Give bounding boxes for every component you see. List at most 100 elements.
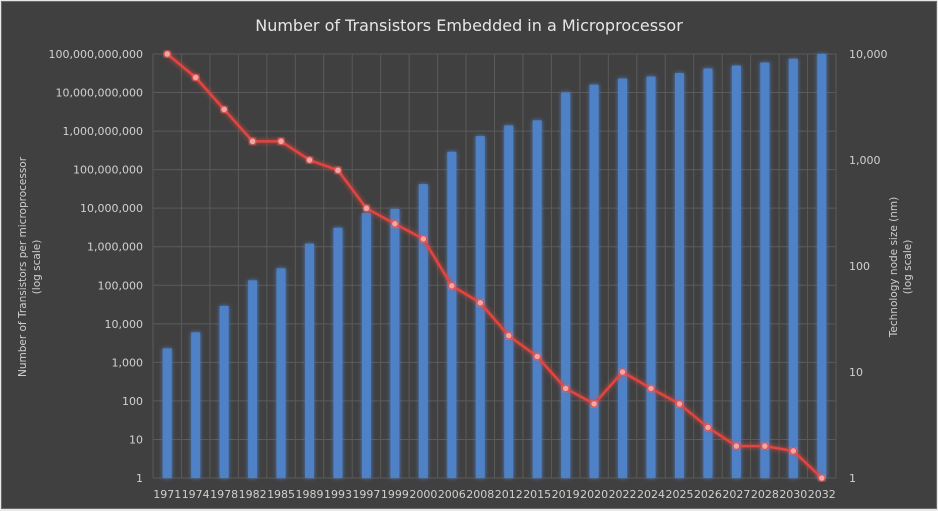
bar xyxy=(162,348,172,478)
left-axis-tick-label: 10,000 xyxy=(105,318,144,331)
bar-series xyxy=(162,54,827,479)
line-point xyxy=(789,447,797,455)
bar xyxy=(532,120,542,478)
line-point xyxy=(277,137,285,145)
left-axis-tick-label: 1,000,000,000 xyxy=(63,125,143,138)
right-axis-ticks: 1 10 100 1,000 10,000 xyxy=(849,48,888,485)
line-point xyxy=(533,352,541,361)
bar xyxy=(333,227,343,478)
line-point xyxy=(192,73,200,82)
line-point xyxy=(562,384,570,393)
right-axis-tick-label: 1,000 xyxy=(849,154,881,167)
line-point xyxy=(590,400,598,408)
x-axis-tick-label: 1974 xyxy=(182,488,210,501)
x-axis-tick-label: 2024 xyxy=(637,488,665,501)
x-axis-tick-label: 1997 xyxy=(352,488,380,501)
line-point xyxy=(704,423,712,432)
left-axis-tick-label: 100 xyxy=(122,395,143,408)
line-point xyxy=(761,442,769,450)
right-axis-tick-label: 100 xyxy=(849,260,870,273)
line-point xyxy=(818,474,826,482)
left-axis-tick-label: 100,000,000 xyxy=(73,164,143,177)
x-axis-tick-label: 2025 xyxy=(665,488,693,501)
line-point xyxy=(675,400,684,408)
bar xyxy=(248,280,258,478)
line-point xyxy=(334,166,342,174)
x-axis-tick-label: 2032 xyxy=(808,488,836,501)
chart-title: Number of Transistors Embedded in a Micr… xyxy=(255,16,683,35)
line-point xyxy=(419,235,427,243)
bar xyxy=(646,76,656,479)
bar xyxy=(219,305,229,478)
bar xyxy=(760,62,770,478)
left-axis-tick-label: 1,000,000 xyxy=(87,241,143,254)
x-axis-tick-label: 1985 xyxy=(267,488,295,501)
x-axis-tick-label: 2027 xyxy=(722,488,750,501)
bar xyxy=(276,268,286,478)
right-axis-tick-label: 10,000 xyxy=(849,48,888,61)
bar xyxy=(674,73,684,478)
x-axis-tick-label: 2019 xyxy=(552,488,580,501)
bar xyxy=(305,243,315,478)
x-axis-tick-label: 2000 xyxy=(409,488,437,501)
left-axis-tick-label: 10,000,000 xyxy=(80,202,143,215)
right-axis-title-line1: Technology node size (nm) xyxy=(888,197,900,338)
x-axis-tick-label: 1971 xyxy=(153,488,181,501)
x-axis-tick-label: 1978 xyxy=(210,488,238,501)
bar xyxy=(504,125,514,478)
line-point xyxy=(305,156,314,164)
bar xyxy=(561,92,571,478)
x-axis-tick-label: 1982 xyxy=(239,488,267,501)
right-axis-tick-label: 1 xyxy=(849,472,856,485)
bar xyxy=(475,136,485,478)
right-axis-title: Technology node size (nm) (log scale) xyxy=(888,197,914,338)
line-point xyxy=(732,442,740,450)
node-size-line xyxy=(166,53,823,479)
bar xyxy=(731,65,741,478)
bar xyxy=(447,151,457,478)
left-axis-ticks: 1 10 100 1,000 10,000 100,000 1,000,000 10,000,… xyxy=(49,48,143,485)
x-axis-ticks: 1971 1974 1978 1982 1985 1989 1993 1997 1999 2000… xyxy=(153,488,836,501)
line-point xyxy=(647,384,655,393)
bar xyxy=(390,209,400,478)
bar xyxy=(418,184,428,478)
bar xyxy=(817,54,827,478)
bar xyxy=(703,68,713,478)
left-axis-tick-label: 100,000,000,000 xyxy=(49,48,143,61)
line-point xyxy=(618,368,627,376)
left-axis-title-line2: (log scale) xyxy=(31,240,43,295)
gridlines xyxy=(152,53,837,479)
x-axis-tick-label: 1993 xyxy=(324,488,352,501)
x-axis-tick-label: 2008 xyxy=(466,488,494,501)
x-axis-tick-label: 1999 xyxy=(381,488,409,501)
bar xyxy=(361,212,371,479)
bar xyxy=(618,78,628,479)
line-point xyxy=(220,105,228,114)
line-point xyxy=(391,220,399,228)
x-axis-tick-label: 2026 xyxy=(694,488,722,501)
left-axis-title: Number of Transistors per microprocessor… xyxy=(17,156,43,377)
line-point xyxy=(476,299,484,307)
left-axis-tick-label: 100,000 xyxy=(98,279,144,292)
x-axis-tick-label: 2022 xyxy=(609,488,637,501)
x-axis-tick-label: 2020 xyxy=(580,488,608,501)
line-point xyxy=(362,204,371,212)
x-axis-tick-label: 1989 xyxy=(296,488,324,501)
line-point xyxy=(448,282,456,290)
left-axis-tick-label: 10,000,000,000 xyxy=(56,87,143,100)
x-axis-tick-label: 2012 xyxy=(495,488,523,501)
left-axis-tick-label: 10 xyxy=(129,433,143,446)
left-axis-tick-label: 1 xyxy=(136,472,143,485)
left-axis-tick-label: 1,000 xyxy=(112,356,144,369)
bar xyxy=(191,332,201,478)
x-axis-tick-label: 2028 xyxy=(751,488,779,501)
x-axis-tick-label: 2030 xyxy=(779,488,807,501)
line-point xyxy=(163,50,171,58)
x-axis-tick-label: 2015 xyxy=(523,488,551,501)
bar xyxy=(788,58,798,478)
line-series xyxy=(163,50,826,482)
right-axis-tick-label: 10 xyxy=(849,366,863,379)
right-axis-title-line2: (log scale) xyxy=(902,240,914,295)
